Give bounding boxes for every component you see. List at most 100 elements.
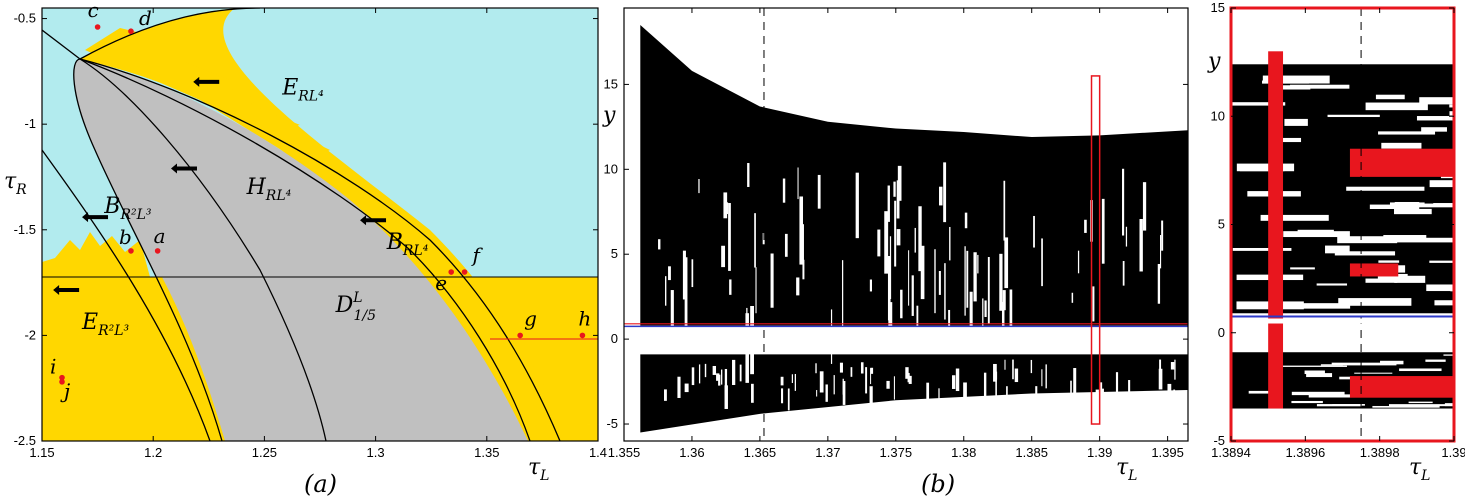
- zoom-gap: [1378, 260, 1400, 263]
- point-label-j: j: [60, 379, 70, 403]
- attractor-gap: [816, 390, 818, 397]
- panel-b-ylabel: y: [602, 103, 616, 128]
- region-arrow: [82, 212, 109, 223]
- attractor-gap: [825, 384, 828, 402]
- attractor-gap: [993, 363, 997, 382]
- attractor-gap: [1160, 235, 1162, 269]
- x-tick-label: 1.355: [608, 445, 641, 460]
- point-h: [579, 332, 586, 339]
- zoom-gap: [1394, 275, 1426, 283]
- attractor-gap: [784, 233, 788, 257]
- attractor-gap: [729, 279, 732, 295]
- point-d: [128, 28, 134, 35]
- x-tick-label: 1.39: [1441, 445, 1465, 460]
- panel-b-frame: [623, 7, 1189, 442]
- attractor-gap: [1012, 359, 1014, 380]
- zoom-gap: [1280, 365, 1347, 367]
- x-tick-label: 1.385: [1015, 445, 1048, 460]
- attractor-gap: [893, 376, 895, 400]
- attractor-gap: [1161, 220, 1164, 251]
- point-label-i: i: [50, 355, 56, 379]
- attractor-gap: [995, 379, 997, 403]
- attractor-gap: [1170, 362, 1175, 370]
- panel-a-xlabel: τL: [528, 455, 549, 484]
- zoom-gap: [1383, 235, 1427, 242]
- zoom-gap: [1284, 118, 1308, 126]
- point-g: [517, 332, 523, 339]
- attractor-gap: [860, 362, 864, 374]
- zoom-gap: [1283, 231, 1350, 238]
- attractor-gap: [1009, 289, 1013, 329]
- zoom-gap: [1346, 186, 1425, 191]
- attractor-gap: [1002, 290, 1006, 311]
- zoom-gap: [1334, 251, 1396, 256]
- zoom-gap: [1425, 359, 1446, 362]
- curve-label: BRL⁴: [386, 230, 429, 259]
- point-i: [59, 374, 65, 381]
- attractor-gap: [887, 256, 891, 321]
- attractor-gap: [1030, 359, 1033, 374]
- panel-b-xlabel: τL: [1116, 455, 1137, 484]
- zoom-gap: [1260, 214, 1329, 221]
- attractor-gap: [750, 305, 754, 375]
- attractor-gap: [865, 367, 868, 394]
- curve-outer-left: [42, 29, 81, 60]
- point-label-c: c: [88, 0, 99, 22]
- zoom-gap: [1443, 354, 1454, 356]
- region-gray-interior: [73, 59, 528, 441]
- point-j: [59, 379, 65, 385]
- zoom-gap: [1434, 300, 1454, 306]
- zoom-gap: [1304, 370, 1325, 375]
- zoom-gap: [1338, 298, 1412, 306]
- attractor-gap: [964, 246, 966, 316]
- attractor-gap: [1077, 250, 1080, 274]
- attractor-gap: [1033, 215, 1035, 248]
- attractor-gap: [732, 359, 736, 385]
- curve-label: ER²L³: [81, 310, 130, 339]
- zoom-gap: [1354, 372, 1393, 374]
- point-label-d: d: [139, 6, 152, 30]
- y-tick-label: 5: [611, 246, 618, 261]
- attractor-gap: [939, 186, 943, 206]
- attractor-gap: [1115, 372, 1119, 396]
- attractor-gap: [887, 185, 890, 222]
- zoom-gap: [1291, 400, 1323, 404]
- y-tick-label: 0: [611, 331, 618, 346]
- attractor-gap: [665, 276, 667, 306]
- attractor-gap: [819, 371, 824, 393]
- attractor-lower: [640, 354, 1188, 433]
- x-tick-label: 1.395: [1151, 445, 1184, 460]
- attractor-gap: [704, 363, 707, 378]
- attractor-gap: [926, 382, 930, 406]
- attractor-gap: [1070, 380, 1072, 403]
- x-tick-label: 1.365: [744, 445, 777, 460]
- attractor-gap: [897, 165, 902, 201]
- attractor-gap: [977, 254, 979, 274]
- zoom-gap: [1408, 401, 1433, 404]
- attractor-gap: [855, 172, 859, 239]
- zoom-gap: [1325, 245, 1350, 254]
- attractor-gap: [1174, 359, 1176, 380]
- attractor-gap: [802, 224, 804, 277]
- attractor-gap: [781, 388, 784, 404]
- zoom-gap: [1380, 360, 1404, 365]
- attractor-gap: [943, 162, 947, 223]
- attractor-gap: [908, 375, 912, 384]
- attractor-gap: [870, 368, 872, 385]
- attractor-gap: [1004, 237, 1009, 289]
- attractor-gap: [670, 290, 674, 342]
- zoom-gap: [1419, 97, 1454, 105]
- zoom-red-band: [1349, 376, 1454, 398]
- attractor-gap: [869, 386, 873, 408]
- attractor-gap: [799, 196, 804, 265]
- zoom-gap: [1381, 142, 1422, 149]
- attractor-gap: [1084, 219, 1087, 233]
- zoom-gap: [1375, 94, 1405, 100]
- x-tick-label: 1.3894: [1211, 445, 1251, 460]
- attractor-gap: [1092, 286, 1095, 322]
- attractor-gap: [684, 383, 689, 393]
- attractor-gap: [787, 388, 790, 411]
- attractor-gap: [664, 389, 667, 401]
- attractor-gap: [908, 250, 910, 306]
